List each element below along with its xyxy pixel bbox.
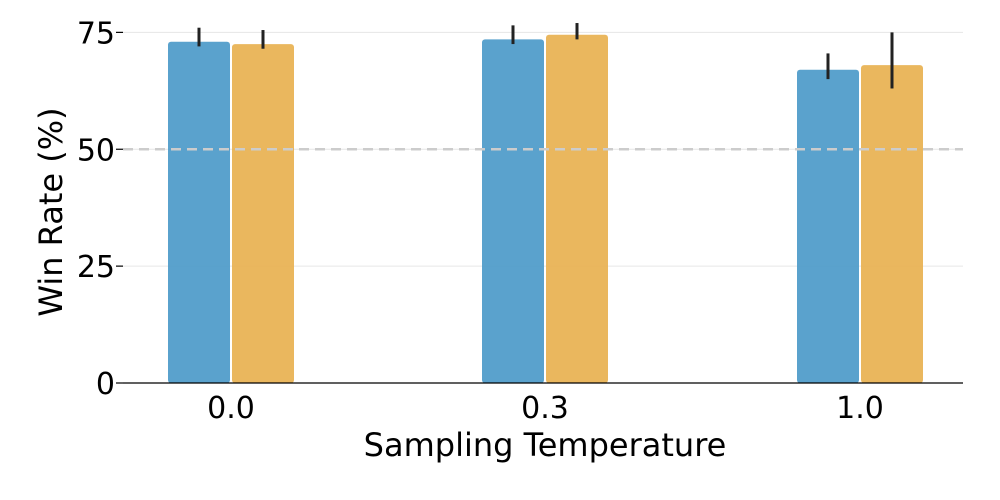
x-tick-label-0.3: 0.3 [521,391,569,426]
y-tick-label-50: 50 [77,133,115,168]
axes: 0 25 50 75 0.0 0.3 1.0 [77,16,963,426]
bar-s2-0.3 [546,34,608,384]
y-tick-label-25: 25 [77,250,115,285]
x-tick-label-1.0: 1.0 [836,391,884,426]
y-tick-label-0: 0 [96,367,115,402]
bar-s1-0.3 [482,39,544,383]
error-bars [123,23,963,151]
bar-s1-1.0 [797,69,859,384]
y-axis-label: Win Rate (%) [32,107,70,316]
bar-s1-0.0 [168,41,230,383]
bar-s2-0.0 [232,44,294,383]
bar-s2-1.0 [861,65,923,383]
y-tick-label-75: 75 [77,16,115,51]
x-tick-label-0.0: 0.0 [207,391,255,426]
bars [168,34,923,384]
x-axis-label: Sampling Temperature [364,426,727,464]
